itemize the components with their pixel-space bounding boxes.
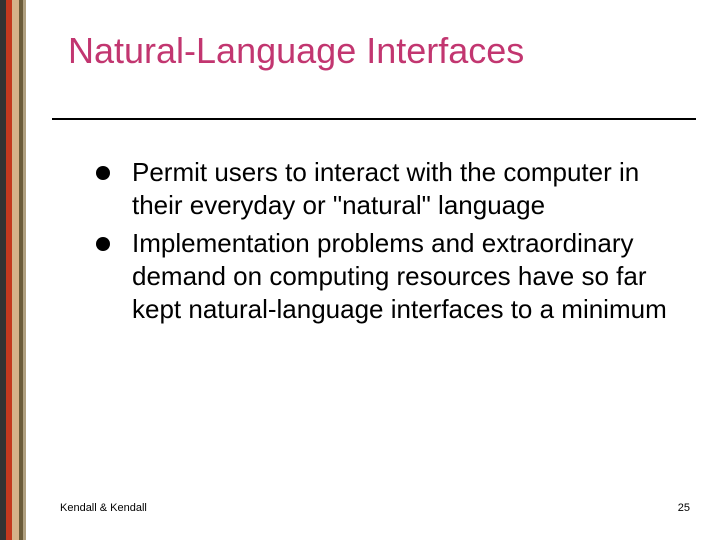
bullet-text: Implementation problems and extraordinar… bbox=[132, 227, 684, 327]
bullet-text: Permit users to interact with the comput… bbox=[132, 156, 684, 223]
slide-title: Natural-Language Interfaces bbox=[68, 30, 690, 72]
accent-bar bbox=[12, 0, 19, 540]
title-underline bbox=[52, 118, 696, 120]
page-number: 25 bbox=[678, 502, 690, 514]
slide: Natural-Language Interfaces Permit users… bbox=[0, 0, 720, 540]
footer-author: Kendall & Kendall bbox=[60, 502, 147, 514]
left-accent-stripe bbox=[0, 0, 26, 540]
slide-title-container: Natural-Language Interfaces bbox=[68, 30, 690, 72]
list-item: Implementation problems and extraordinar… bbox=[96, 227, 684, 327]
bullet-icon bbox=[96, 166, 110, 180]
list-item: Permit users to interact with the comput… bbox=[96, 156, 684, 223]
bullet-icon bbox=[96, 237, 110, 251]
slide-body: Permit users to interact with the comput… bbox=[96, 156, 684, 330]
accent-bar bbox=[23, 0, 26, 540]
